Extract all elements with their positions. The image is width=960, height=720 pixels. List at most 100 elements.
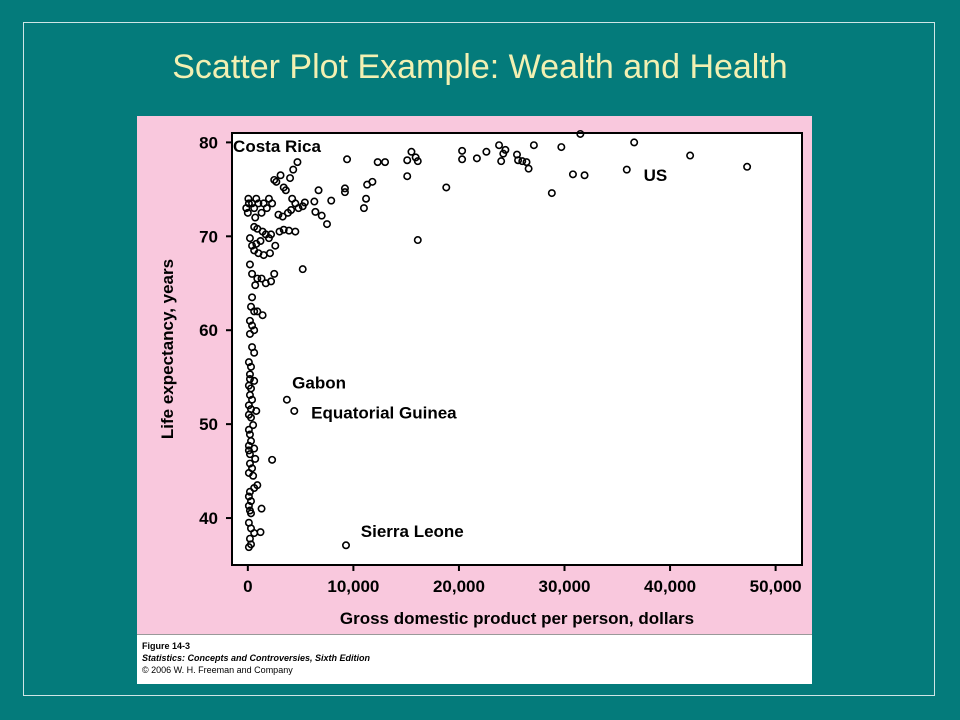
- data-point: [340, 184, 349, 193]
- x-tick-label: 20,000: [433, 577, 485, 596]
- data-point: [266, 249, 275, 258]
- data-point: [286, 174, 295, 183]
- data-point: [495, 141, 504, 150]
- data-point: [407, 147, 416, 156]
- caption-figure-number: Figure 14-3: [142, 641, 191, 651]
- data-point: [279, 183, 288, 192]
- data-point: [342, 541, 351, 550]
- data-point: [247, 413, 256, 422]
- data-point: [257, 274, 266, 283]
- data-point: [343, 155, 352, 164]
- x-axis-ticks: 0 10,000 20,000 30,000 40,000 50,000: [243, 565, 802, 596]
- data-point: [268, 199, 277, 208]
- data-point: [323, 220, 332, 229]
- data-point: [630, 138, 639, 147]
- data-point: [294, 204, 303, 213]
- data-point: [557, 143, 566, 152]
- data-point: [244, 425, 253, 434]
- data-point: [340, 188, 349, 197]
- data-point: [403, 156, 412, 165]
- data-point: [249, 471, 258, 480]
- y-tick-label: 50: [199, 415, 218, 434]
- data-point: [282, 395, 291, 404]
- data-point: [403, 172, 412, 181]
- caption-copyright: © 2006 W. H. Freeman and Company: [142, 665, 293, 675]
- data-point: [267, 277, 276, 286]
- data-point: [250, 307, 259, 316]
- data-point: [245, 329, 254, 338]
- annotation-label: Costa Rica: [233, 137, 321, 156]
- data-point: [298, 202, 307, 211]
- data-point: [262, 204, 271, 213]
- data-point: [278, 212, 287, 221]
- data-point: [686, 151, 695, 160]
- data-point: [275, 227, 284, 236]
- y-tick-label: 80: [199, 133, 218, 152]
- data-point: [622, 165, 631, 174]
- data-point: [547, 189, 556, 198]
- data-point: [373, 158, 382, 167]
- data-point: [271, 241, 280, 250]
- annotation-label: Gabon: [292, 373, 346, 392]
- data-point: [274, 210, 283, 219]
- data-point: [250, 529, 259, 538]
- data-point: [458, 155, 467, 164]
- data-point: [317, 211, 326, 220]
- data-point: [248, 293, 257, 302]
- data-point: [576, 129, 585, 138]
- caption-book-title: Statistics: Concepts and Controversies, …: [142, 653, 371, 663]
- x-axis-label: Gross domestic product per person, dolla…: [340, 609, 694, 628]
- data-point: [270, 269, 279, 278]
- data-point: [442, 183, 451, 192]
- figure-caption: Figure 14-3 Statistics: Concepts and Con…: [137, 634, 812, 684]
- figure-panel: 0 10,000 20,000 30,000 40,000 50,000 40 50 60 70…: [137, 116, 812, 684]
- data-point: [257, 504, 266, 513]
- x-tick-label: 40,000: [644, 577, 696, 596]
- data-point: [413, 157, 422, 166]
- data-point: [381, 158, 390, 167]
- data-point: [250, 376, 259, 385]
- x-tick-label: 0: [243, 577, 252, 596]
- data-point: [251, 281, 260, 290]
- plot-area: [231, 132, 803, 566]
- data-point: [283, 208, 292, 217]
- data-point: [272, 177, 281, 186]
- data-point: [413, 236, 422, 245]
- data-point: [314, 186, 323, 195]
- data-point: [267, 230, 276, 239]
- y-axis-label: Life expectancy, years: [158, 259, 177, 439]
- y-tick-label: 40: [199, 509, 218, 528]
- annotations: Costa Rica US Gabon Equatorial Guinea Sierra…: [233, 137, 667, 541]
- data-point: [298, 265, 307, 274]
- data-point: [244, 543, 253, 552]
- data-point: [279, 225, 288, 234]
- scatter-plot: 0 10,000 20,000 30,000 40,000 50,000 40 50 60 70…: [158, 129, 803, 628]
- data-point: [290, 406, 299, 415]
- data-point: [311, 207, 320, 216]
- annotation-label: US: [644, 166, 668, 185]
- data-point: [253, 307, 262, 316]
- data-point: [497, 157, 506, 166]
- data-point: [251, 213, 260, 222]
- data-point: [245, 234, 254, 243]
- data-point: [482, 147, 491, 156]
- data-point: [501, 145, 510, 154]
- data-point: [472, 154, 481, 163]
- x-tick-label: 30,000: [539, 577, 591, 596]
- data-point: [524, 164, 533, 173]
- data-point: [243, 208, 252, 217]
- data-point: [249, 421, 258, 430]
- data-point: [244, 446, 253, 455]
- annotation-label: Equatorial Guinea: [311, 403, 457, 422]
- annotation-label: Sierra Leone: [361, 522, 464, 541]
- data-point: [270, 175, 279, 184]
- slide-title: Scatter Plot Example: Wealth and Health: [172, 48, 788, 86]
- data-point: [244, 199, 253, 208]
- data-point: [289, 165, 298, 174]
- data-point: [276, 171, 285, 180]
- data-point: [359, 204, 368, 213]
- data-point: [293, 158, 302, 167]
- data-point: [327, 196, 336, 205]
- data-point: [245, 450, 254, 459]
- data-point: [258, 311, 267, 320]
